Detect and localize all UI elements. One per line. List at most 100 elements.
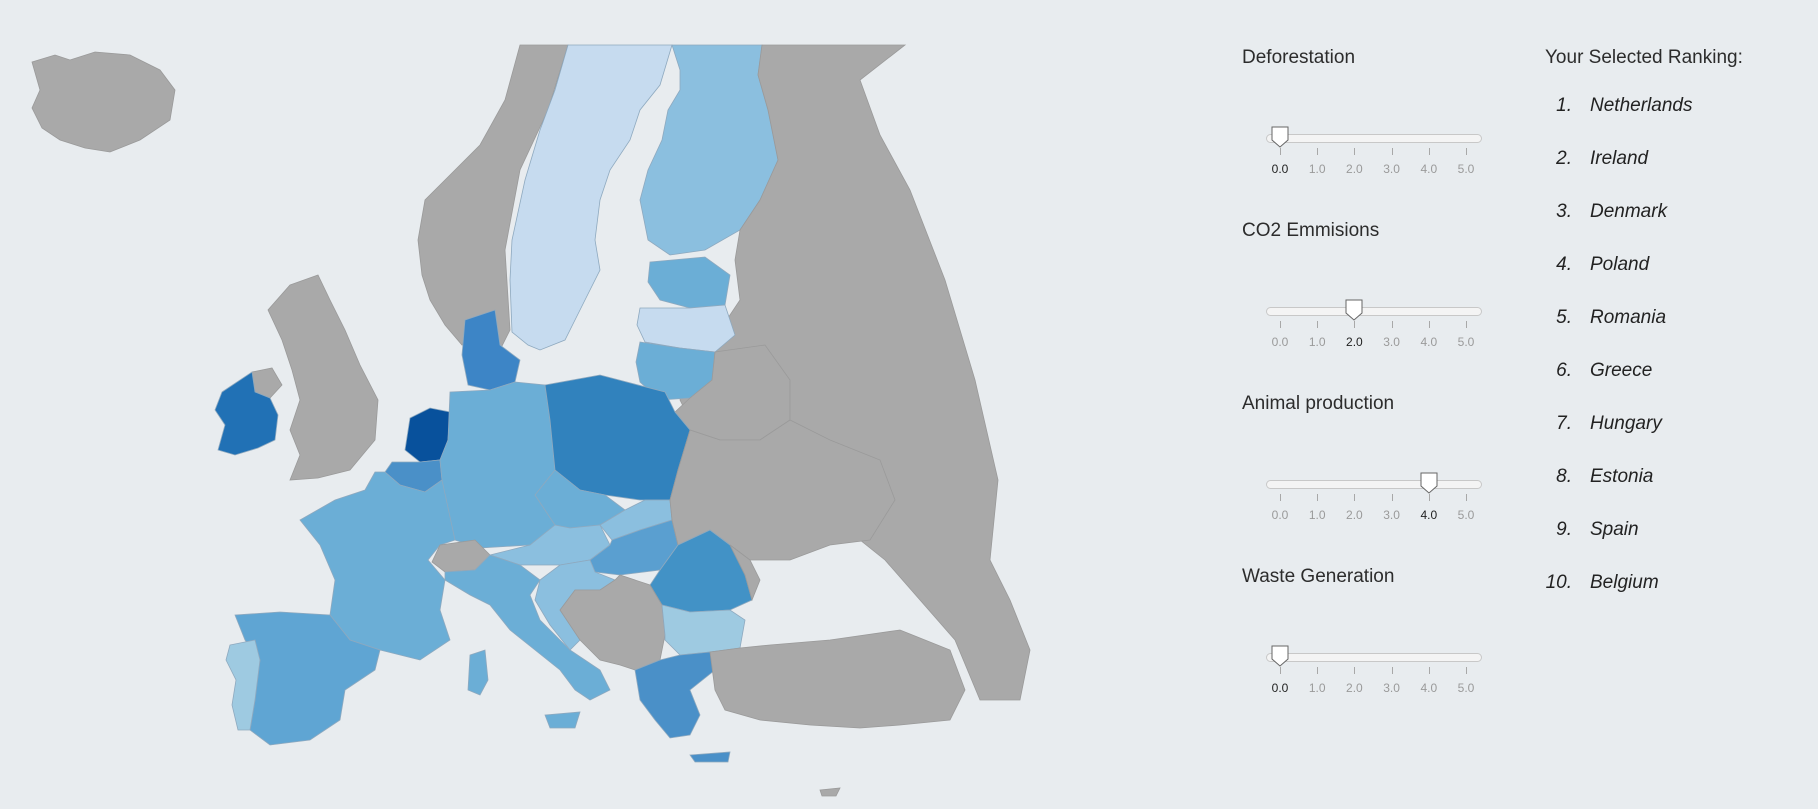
slider-waste-generation: Waste Generation 0.0 1.0 2.0 3.0 4.0 5.0 [1242, 563, 1502, 736]
ranking-item: 3. Denmark [1545, 201, 1815, 254]
slider-tick [1354, 321, 1356, 328]
slider-track[interactable] [1266, 480, 1482, 489]
country-sicily[interactable] [544, 711, 581, 729]
rank-country: Belgium [1590, 572, 1659, 593]
slider-tick [1428, 148, 1430, 155]
country-bulgaria[interactable] [661, 604, 746, 656]
slider-tick [1428, 321, 1430, 328]
slider-control[interactable]: 0.0 1.0 2.0 3.0 4.0 5.0 [1266, 299, 1482, 359]
country-norway[interactable] [417, 44, 569, 351]
country-germany[interactable] [439, 381, 556, 549]
slider-tick [1317, 494, 1319, 501]
slider-tick-label: 2.0 [1346, 681, 1363, 695]
slider-tick [1280, 667, 1281, 674]
ranking-item: 7. Hungary [1545, 413, 1815, 466]
slider-tick [1317, 667, 1319, 674]
ranking-item: 5. Romania [1545, 307, 1815, 360]
country-estonia[interactable] [647, 256, 731, 309]
country-moldova[interactable] [729, 544, 761, 602]
country-ireland[interactable] [214, 371, 279, 456]
slider-tick-label: 4.0 [1420, 681, 1438, 695]
slider-thumb[interactable] [1420, 472, 1438, 494]
country-sweden[interactable] [509, 44, 673, 351]
rank-country: Greece [1590, 360, 1653, 381]
slider-co2-emmisions: CO2 Emmisions 0.0 1.0 2.0 3.0 4.0 5.0 [1242, 217, 1502, 390]
slider-label: Animal production [1242, 393, 1395, 414]
rank-number: 10. [1545, 572, 1572, 593]
slider-tick [1354, 494, 1356, 501]
country-italy[interactable] [444, 554, 611, 701]
ranking-item: 8. Estonia [1545, 466, 1815, 519]
slider-tick [1466, 148, 1467, 155]
rank-country: Hungary [1590, 413, 1662, 434]
europe-map [31, 44, 1031, 797]
country-austria[interactable] [488, 524, 611, 566]
slider-tick-label: 4.0 [1420, 335, 1438, 349]
slider-tick [1317, 148, 1319, 155]
slider-tick-label: 2.0 [1346, 162, 1363, 176]
slider-thumb[interactable] [1271, 645, 1289, 667]
country-balkans[interactable] [559, 574, 666, 671]
slider-tick-label: 1.0 [1308, 681, 1326, 695]
ranking-item: 9. Spain [1545, 519, 1815, 572]
country-iceland[interactable] [31, 51, 176, 153]
rank-number: 2. [1556, 148, 1572, 169]
slider-tick-label: 5.0 [1457, 508, 1475, 522]
slider-tick [1466, 667, 1467, 674]
slider-tick-label: 4.0 [1420, 162, 1438, 176]
slider-thumb[interactable] [1345, 299, 1363, 321]
rank-country: Denmark [1590, 201, 1668, 222]
slider-tick-label: 1.0 [1308, 335, 1326, 349]
rank-country: Netherlands [1590, 95, 1693, 116]
rank-country: Ireland [1590, 148, 1649, 169]
slider-thumb[interactable] [1271, 126, 1289, 148]
slider-control[interactable]: 0.0 1.0 2.0 3.0 4.0 5.0 [1266, 472, 1482, 532]
slider-tick-label: 1.0 [1308, 162, 1326, 176]
slider-tick [1466, 494, 1467, 501]
country-uk[interactable] [267, 274, 379, 481]
slider-tick [1354, 667, 1356, 674]
slider-tick-label: 3.0 [1383, 681, 1400, 695]
slider-label: Deforestation [1242, 47, 1356, 68]
country-sardinia[interactable] [467, 649, 489, 696]
criteria-sliders: Deforestation 0.0 1.0 2.0 3.0 4.0 5.0 CO2 Emm… [1242, 44, 1502, 736]
slider-control[interactable]: 0.0 1.0 2.0 3.0 4.0 5.0 [1266, 645, 1482, 705]
rank-number: 6. [1556, 360, 1572, 381]
rank-number: 1. [1556, 95, 1572, 116]
slider-tick [1466, 321, 1467, 328]
country-portugal[interactable] [225, 639, 261, 731]
rank-country: Spain [1590, 519, 1639, 540]
slider-tick [1391, 321, 1393, 328]
country-crete[interactable] [689, 751, 731, 763]
slider-tick [1391, 667, 1393, 674]
slider-tick [1391, 148, 1393, 155]
ranking-item: 2. Ireland [1545, 148, 1815, 201]
slider-track[interactable] [1266, 134, 1482, 143]
rank-number: 8. [1556, 466, 1572, 487]
country-cyprus[interactable] [819, 787, 841, 797]
rank-country: Romania [1590, 307, 1667, 328]
slider-tick [1428, 667, 1430, 674]
slider-track[interactable] [1266, 653, 1482, 662]
slider-tick-label: 5.0 [1457, 335, 1475, 349]
slider-tick-label: 3.0 [1383, 162, 1400, 176]
country-france[interactable] [299, 471, 456, 661]
slider-label: CO2 Emmisions [1242, 220, 1380, 241]
ranking-list: 1. Netherlands 2. Ireland 3. Denmark 4. Pola… [1545, 95, 1815, 625]
slider-tick-label: 0.0 [1271, 162, 1289, 176]
country-turkey[interactable] [709, 629, 966, 729]
country-greece[interactable] [634, 651, 716, 739]
slider-control[interactable]: 0.0 1.0 2.0 3.0 4.0 5.0 [1266, 126, 1482, 186]
slider-tick-label: 3.0 [1383, 508, 1400, 522]
slider-tick-label: 4.0 [1420, 508, 1438, 522]
slider-tick [1317, 321, 1319, 328]
ranking-item: 10. Belgium [1545, 572, 1815, 625]
slider-track[interactable] [1266, 307, 1482, 316]
slider-tick-label: 5.0 [1457, 681, 1475, 695]
slider-label: Waste Generation [1242, 566, 1395, 587]
slider-tick [1280, 494, 1281, 501]
rank-number: 9. [1556, 519, 1572, 540]
rank-number: 3. [1556, 201, 1572, 222]
slider-tick-label: 1.0 [1308, 508, 1326, 522]
